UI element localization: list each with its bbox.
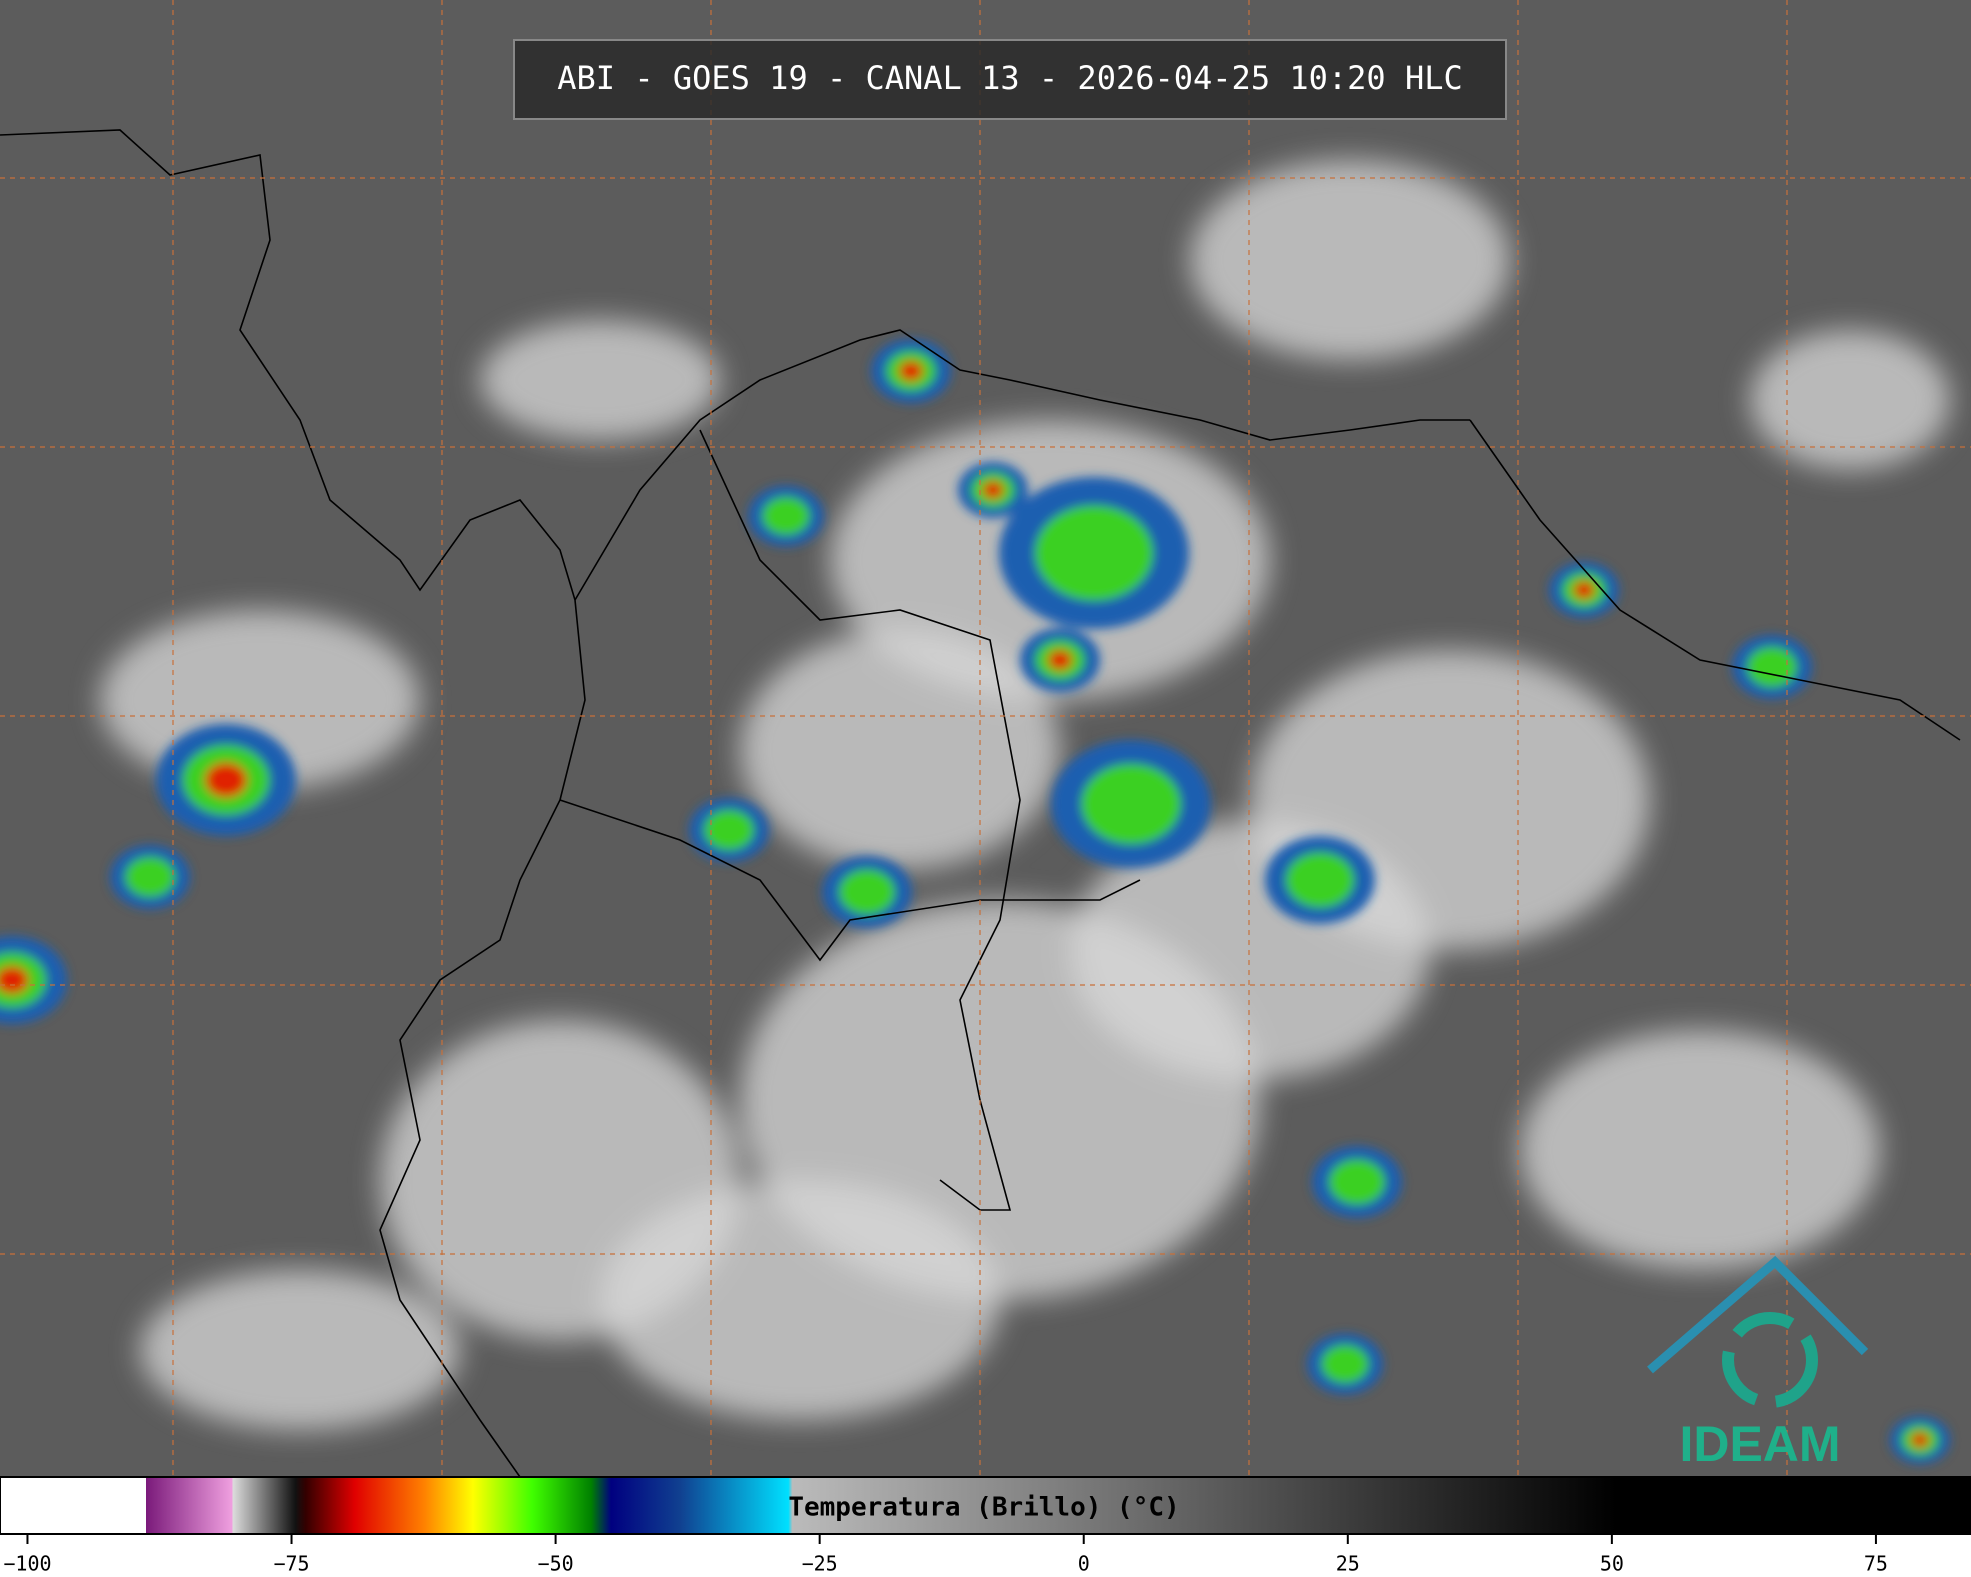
cell-peak bbox=[205, 762, 247, 798]
colorbar bbox=[0, 1476, 1971, 1535]
cloud bbox=[600, 1180, 1000, 1420]
cell-core bbox=[1321, 1345, 1369, 1383]
cell-core bbox=[704, 810, 754, 850]
cell-core bbox=[1329, 1159, 1385, 1205]
title-box bbox=[513, 39, 1507, 120]
cell-core bbox=[125, 857, 175, 897]
cloud bbox=[480, 320, 720, 440]
colorbar-label: Temperatura (Brillo) (°C) bbox=[788, 1493, 1179, 1523]
cell-core bbox=[839, 869, 895, 915]
tick-label: −100 bbox=[3, 1552, 51, 1576]
cell-peak bbox=[982, 481, 1004, 499]
cell-peak bbox=[1048, 650, 1072, 670]
logo-text: IDEAM bbox=[1679, 1416, 1840, 1472]
tick-label: −50 bbox=[538, 1552, 574, 1576]
logo-swirl bbox=[1722, 1312, 1818, 1408]
coastlines bbox=[0, 129, 1961, 1478]
cell-peak bbox=[1911, 1432, 1929, 1448]
cloud bbox=[1750, 330, 1950, 470]
cell-core bbox=[1035, 505, 1153, 601]
cloud bbox=[1190, 160, 1510, 360]
cell-core bbox=[1081, 764, 1181, 844]
tick-label: −25 bbox=[802, 1552, 838, 1576]
cell-core bbox=[1285, 852, 1355, 908]
tick-label: −75 bbox=[273, 1552, 309, 1576]
logo-roof bbox=[1647, 1255, 1869, 1374]
tick-label: 0 bbox=[1078, 1552, 1090, 1576]
cell-core bbox=[1747, 647, 1797, 687]
colorbar-ticks: −100 −75 −50 −25 0 25 50 75 bbox=[3, 1534, 1888, 1576]
tick-label: 75 bbox=[1864, 1552, 1888, 1576]
cell-core bbox=[762, 497, 810, 535]
tick-label: 25 bbox=[1336, 1552, 1360, 1576]
logo: IDEAM bbox=[1647, 1255, 1869, 1472]
cell-peak bbox=[1573, 581, 1595, 599]
graticule bbox=[0, 0, 1971, 1477]
tick-label: 50 bbox=[1600, 1552, 1624, 1576]
cloud bbox=[1520, 1030, 1880, 1270]
cloud bbox=[140, 1270, 460, 1430]
cell-peak bbox=[899, 361, 923, 381]
storm-cells bbox=[0, 339, 1950, 1464]
cloud bbox=[740, 630, 1060, 870]
title: ABI - GOES 19 - CANAL 13 - 2026-04-25 10… bbox=[557, 59, 1462, 97]
cell-peak bbox=[0, 966, 29, 994]
